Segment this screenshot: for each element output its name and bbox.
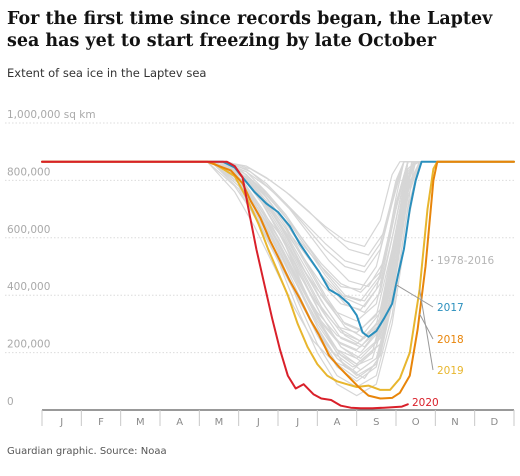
label-2017: 2017 [437, 302, 464, 314]
historical-line [42, 161, 514, 268]
x-tick-label: N [451, 417, 458, 428]
historical-line [42, 161, 514, 308]
chart-headline: For the first time since records began, … [7, 9, 493, 51]
grid-layer [5, 122, 514, 354]
historical-line [42, 161, 514, 247]
series-line-2019 [41, 160, 515, 391]
label-2019: 2019 [437, 365, 464, 377]
y-tick-label: 0 [7, 396, 14, 408]
x-tick-label: J [295, 417, 299, 428]
x-tick-label: S [373, 417, 379, 428]
y-tick-label: 1,000,000 sq km [7, 109, 96, 121]
historical-line [42, 161, 514, 302]
y-tick-label: 600,000 [7, 224, 50, 236]
x-tick-label: D [490, 417, 498, 428]
highlight-series-layer [41, 160, 515, 410]
label-2018: 2018 [437, 334, 464, 346]
label-1978-2016: 1978-2016 [437, 255, 495, 267]
historical-line [42, 161, 514, 379]
x-tick-label: F [98, 417, 104, 428]
y-tick-label: 400,000 [7, 281, 50, 293]
label-leader-line [419, 313, 434, 340]
historical-line [42, 161, 514, 371]
series-line-2017 [41, 160, 515, 338]
x-tick-label: A [176, 417, 183, 428]
y-tick-label: 800,000 [7, 166, 50, 178]
y-tick-label: 200,000 [7, 339, 50, 351]
axis-layer: 1,000,000 sq km 800,000 600,000 400,000 200,… [7, 109, 515, 428]
historical-line [42, 161, 514, 339]
series-line-2020 [41, 160, 409, 410]
x-tick-label: M [136, 417, 145, 428]
x-tick-label: O [412, 417, 420, 428]
x-tick-label: A [334, 417, 341, 428]
series-labels-layer: 1978-2016 2017 2018 2019 2020 [395, 255, 495, 409]
label-2020: 2020 [412, 397, 439, 409]
label-leader-line [419, 289, 434, 371]
chart-subtitle: Extent of sea ice in the Laptev sea [7, 66, 207, 80]
source-note: Guardian graphic. Source: Noaa [7, 446, 167, 457]
historical-lines-layer [42, 161, 514, 397]
x-tick-label: J [59, 417, 63, 428]
x-tick-label: M [215, 417, 224, 428]
x-tick-label: J [256, 417, 260, 428]
label-leader-line [431, 259, 434, 262]
historical-line [42, 161, 514, 334]
label-leader-line [395, 284, 434, 308]
